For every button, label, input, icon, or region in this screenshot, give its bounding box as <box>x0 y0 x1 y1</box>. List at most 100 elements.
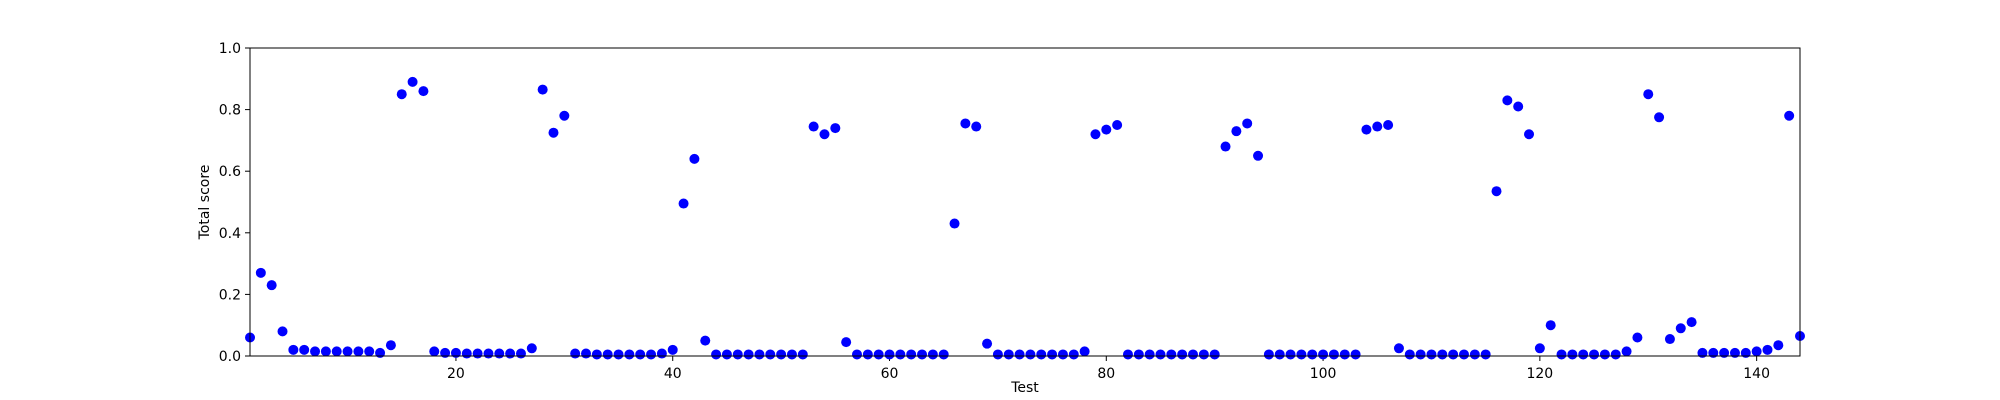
point <box>1079 346 1090 357</box>
point <box>646 349 657 360</box>
point <box>1263 349 1274 360</box>
point <box>776 349 787 360</box>
point <box>1567 349 1578 360</box>
point <box>1068 349 1079 360</box>
point <box>1339 349 1350 360</box>
point <box>1534 343 1545 354</box>
point <box>1003 349 1014 360</box>
point <box>700 335 711 346</box>
point <box>938 349 949 360</box>
point <box>1578 349 1589 360</box>
point <box>559 110 570 121</box>
point <box>927 349 938 360</box>
point <box>1675 323 1686 334</box>
point <box>331 346 342 357</box>
point <box>1448 349 1459 360</box>
point <box>515 348 526 359</box>
point <box>873 349 884 360</box>
point <box>1155 349 1166 360</box>
point <box>1415 349 1426 360</box>
point <box>1188 349 1199 360</box>
point <box>1318 349 1329 360</box>
point <box>624 349 635 360</box>
point <box>581 348 592 359</box>
point <box>407 76 418 87</box>
point <box>1610 349 1621 360</box>
x-axis-label: Test <box>1010 380 1039 396</box>
point <box>364 346 375 357</box>
point <box>1296 349 1307 360</box>
point <box>1393 343 1404 354</box>
point <box>917 349 928 360</box>
point <box>320 346 331 357</box>
point <box>1697 347 1708 358</box>
point <box>808 121 819 132</box>
point <box>797 349 808 360</box>
point <box>613 349 624 360</box>
point <box>1101 124 1112 135</box>
point <box>299 344 310 355</box>
point <box>1036 349 1047 360</box>
y-tick-label: 0.0 <box>219 349 241 365</box>
point <box>992 349 1003 360</box>
point <box>786 349 797 360</box>
point <box>1025 349 1036 360</box>
point <box>949 218 960 229</box>
x-tick-label: 80 <box>1097 366 1115 382</box>
point <box>1664 334 1675 345</box>
point <box>277 326 288 337</box>
y-tick-label: 0.6 <box>219 164 241 180</box>
point <box>635 349 646 360</box>
point <box>591 349 602 360</box>
point <box>1773 340 1784 351</box>
point <box>721 349 732 360</box>
point <box>602 349 613 360</box>
point <box>841 337 852 348</box>
point <box>1404 349 1415 360</box>
point <box>960 118 971 129</box>
point <box>1426 349 1437 360</box>
point <box>656 348 667 359</box>
point <box>429 346 440 357</box>
point <box>1599 349 1610 360</box>
point <box>1274 349 1285 360</box>
point <box>505 348 516 359</box>
point <box>1729 347 1740 358</box>
point <box>440 347 451 358</box>
point <box>1047 349 1058 360</box>
point <box>1112 120 1123 130</box>
point <box>1556 349 1567 360</box>
point <box>375 347 386 358</box>
point <box>288 344 299 355</box>
point <box>754 349 765 360</box>
y-tick-label: 1.0 <box>219 41 241 57</box>
point <box>743 349 754 360</box>
point <box>1231 126 1242 137</box>
point <box>266 280 277 291</box>
point <box>385 340 396 351</box>
point <box>1480 349 1491 360</box>
point <box>310 346 321 357</box>
point <box>971 121 982 132</box>
point <box>1524 129 1535 140</box>
point <box>819 129 830 140</box>
point <box>851 349 862 360</box>
point <box>1122 349 1133 360</box>
point <box>1740 347 1751 358</box>
point <box>1242 118 1253 129</box>
point <box>1144 349 1155 360</box>
point <box>906 349 917 360</box>
point <box>1654 112 1665 123</box>
y-tick-label: 0.8 <box>219 103 241 119</box>
point <box>830 123 841 134</box>
point <box>1220 141 1231 152</box>
point <box>548 127 559 138</box>
point <box>1285 349 1296 360</box>
point <box>450 347 461 358</box>
point <box>1643 89 1654 100</box>
point <box>1090 129 1101 140</box>
point <box>1057 349 1068 360</box>
point <box>570 348 581 359</box>
point <box>711 349 722 360</box>
